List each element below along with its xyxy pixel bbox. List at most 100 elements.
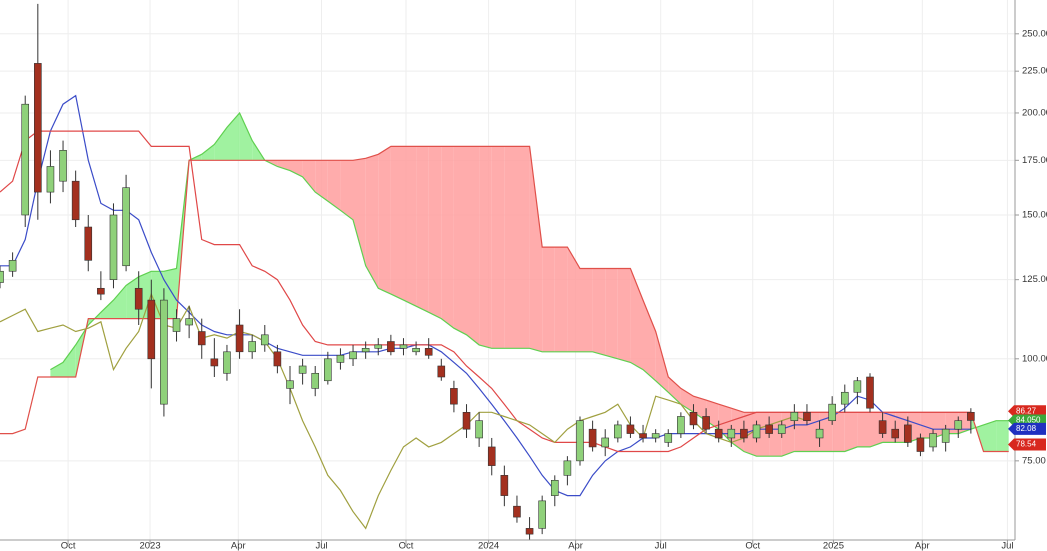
cloud-fill (479, 146, 492, 349)
candle-body (891, 428, 900, 439)
candle-body (714, 428, 723, 439)
candle-body (487, 446, 496, 466)
candle-body (71, 180, 80, 221)
cloud-fill (416, 146, 429, 313)
y-tick-label: 175.00 (1022, 155, 1047, 166)
candle-body (462, 412, 471, 430)
cloud-fill (50, 362, 63, 377)
candle-body (967, 412, 975, 421)
cloud-fill (100, 300, 114, 319)
cloud-fill (693, 396, 707, 421)
candle-body (727, 428, 736, 439)
candle-body (588, 428, 597, 448)
candle-body (172, 318, 181, 332)
cloud-fill (983, 420, 997, 452)
span-a-line (50, 111, 1009, 457)
x-tick-label: 2025 (823, 541, 844, 551)
price-tag (1008, 438, 1046, 451)
candle-body (677, 416, 685, 434)
cloud-fill (605, 268, 618, 359)
candle-body (21, 103, 30, 216)
cloud-fill (441, 146, 454, 329)
candle-body (500, 475, 509, 496)
cloud-fill (466, 146, 480, 345)
candle-body (387, 341, 395, 353)
cloud-fill (428, 146, 442, 319)
candle-body (878, 420, 887, 434)
candle-body (286, 380, 294, 389)
cloud-fill (554, 247, 568, 352)
candle-body (185, 318, 193, 326)
x-tick-label: Jul (315, 541, 327, 551)
y-tick-label: 200.00 (1022, 107, 1047, 118)
candle-body (752, 424, 761, 439)
candle-body (412, 348, 420, 353)
cloud-fill (227, 113, 240, 161)
candle-body (828, 403, 836, 421)
cloud-fill (617, 268, 631, 363)
indicator-line (0, 94, 971, 497)
x-tick-label: Apr (568, 541, 583, 551)
cloud-fill (491, 146, 505, 349)
cloud-fill (756, 412, 770, 457)
candle-body (424, 348, 433, 356)
cloud-fill (302, 160, 316, 193)
price-tag (1008, 405, 1046, 418)
candle-body (399, 344, 408, 349)
candle-body (702, 416, 710, 430)
candle-body (311, 372, 320, 389)
x-tick-label: Oct (399, 541, 414, 551)
y-tick-label: 250.00 (1022, 28, 1047, 39)
x-tick-label: 2023 (139, 541, 160, 551)
candle-body (651, 433, 660, 439)
candle-body (941, 428, 950, 443)
candle-body (361, 348, 370, 353)
cloud-fill (996, 420, 1009, 452)
candle-body (954, 420, 963, 430)
candle-body (84, 226, 93, 261)
cloud-fill (529, 146, 543, 352)
cloud-fill (201, 144, 215, 161)
cloud-fill (390, 146, 404, 301)
candle-body (576, 420, 584, 462)
cloud-fill (567, 247, 580, 352)
candle-body (134, 287, 143, 310)
candle-body (639, 433, 647, 439)
candle-body (46, 166, 55, 193)
price-tag-label: 84.050 (1016, 416, 1041, 425)
plot-area (0, 3, 1009, 540)
cloud-fill (542, 247, 555, 352)
x-tick-label: Oct (745, 541, 760, 551)
price-tag-label: 86.27 (1016, 406, 1037, 415)
candle-body (853, 380, 862, 393)
x-tick-label: Oct (61, 541, 76, 551)
cloud-fill (592, 268, 606, 356)
cloud-fill (403, 146, 417, 307)
price-tag (1008, 422, 1046, 435)
x-tick-label: Apr (231, 541, 246, 551)
cloud-fill (239, 113, 253, 161)
cloud-fill (63, 344, 76, 377)
cloud-fill (643, 300, 656, 381)
candle-body (248, 341, 256, 353)
cloud-fill (214, 127, 227, 161)
cloud-fill (113, 285, 127, 319)
candle-body (790, 412, 799, 421)
cloud-fill (844, 412, 858, 452)
cloud-fill (580, 268, 593, 352)
y-tick-label: 225.00 (1022, 66, 1047, 77)
candle-body (336, 354, 345, 363)
candle-body (777, 424, 786, 434)
cloud-fill (453, 146, 467, 335)
candle-body (664, 433, 673, 443)
candle-body (8, 260, 17, 272)
cloud-fill (517, 146, 530, 349)
axes: 75.00 100.00 125.00 150.00 175.00 200.00 225.0… (61, 28, 1047, 551)
cloud-fill (668, 377, 681, 405)
candle-body (324, 358, 332, 382)
x-tick-label: 2024 (478, 541, 499, 551)
y-tick-label: 125.00 (1022, 274, 1047, 285)
cloud-fill (277, 160, 290, 171)
